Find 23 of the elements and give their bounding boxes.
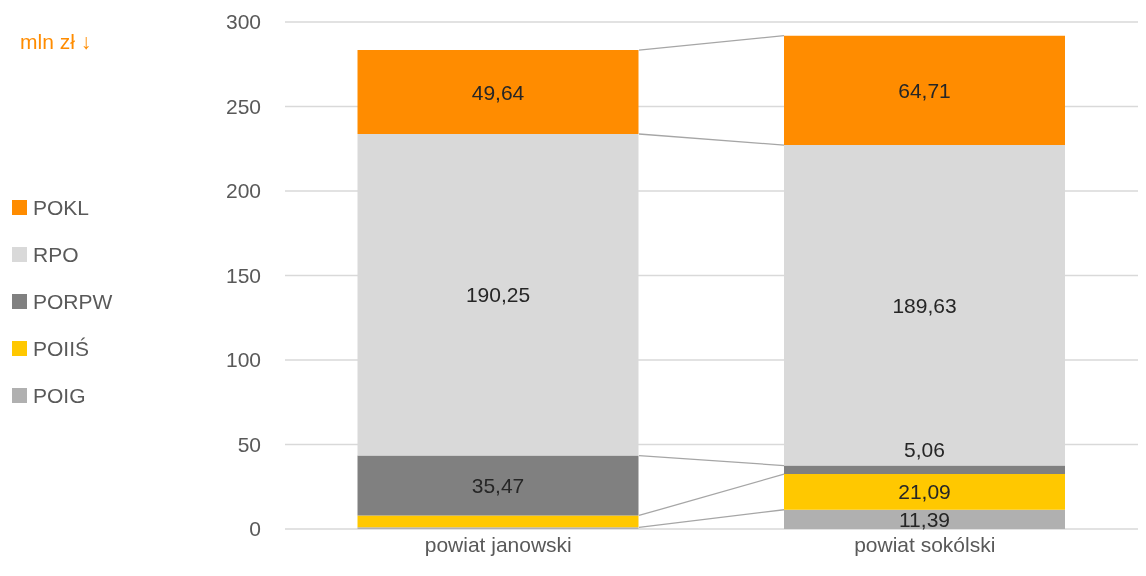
legend-label: POIIŚ bbox=[33, 336, 90, 361]
data-label: 64,71 bbox=[898, 78, 951, 102]
y-tick-label: 100 bbox=[225, 348, 261, 372]
y-tick-label: 150 bbox=[225, 263, 261, 287]
data-label: 189,63 bbox=[892, 293, 957, 317]
x-tick-label: powiat janowski bbox=[424, 532, 572, 556]
data-label: 35,47 bbox=[471, 474, 525, 498]
legend-label: POKL bbox=[33, 195, 90, 220]
y-tick-label: 0 bbox=[249, 517, 261, 541]
text: mln zł ↓ bbox=[20, 30, 92, 54]
legend-label: RPO bbox=[33, 242, 79, 267]
data-label: 11,39 bbox=[899, 507, 951, 531]
y-tick-label: 50 bbox=[237, 432, 261, 456]
legend-label: POIG bbox=[33, 383, 86, 408]
x-tick-label: powiat sokólski bbox=[854, 532, 996, 556]
y-tick-label: 200 bbox=[225, 179, 261, 203]
data-label: 21,09 bbox=[898, 480, 951, 504]
data-label: 49,64 bbox=[471, 80, 525, 104]
y-tick-label: 250 bbox=[225, 94, 261, 118]
y-tick-label: 300 bbox=[225, 10, 261, 34]
data-label: 190,25 bbox=[465, 283, 531, 307]
legend-label: PORPW bbox=[33, 289, 113, 314]
data-label: 5,06 bbox=[904, 438, 945, 462]
